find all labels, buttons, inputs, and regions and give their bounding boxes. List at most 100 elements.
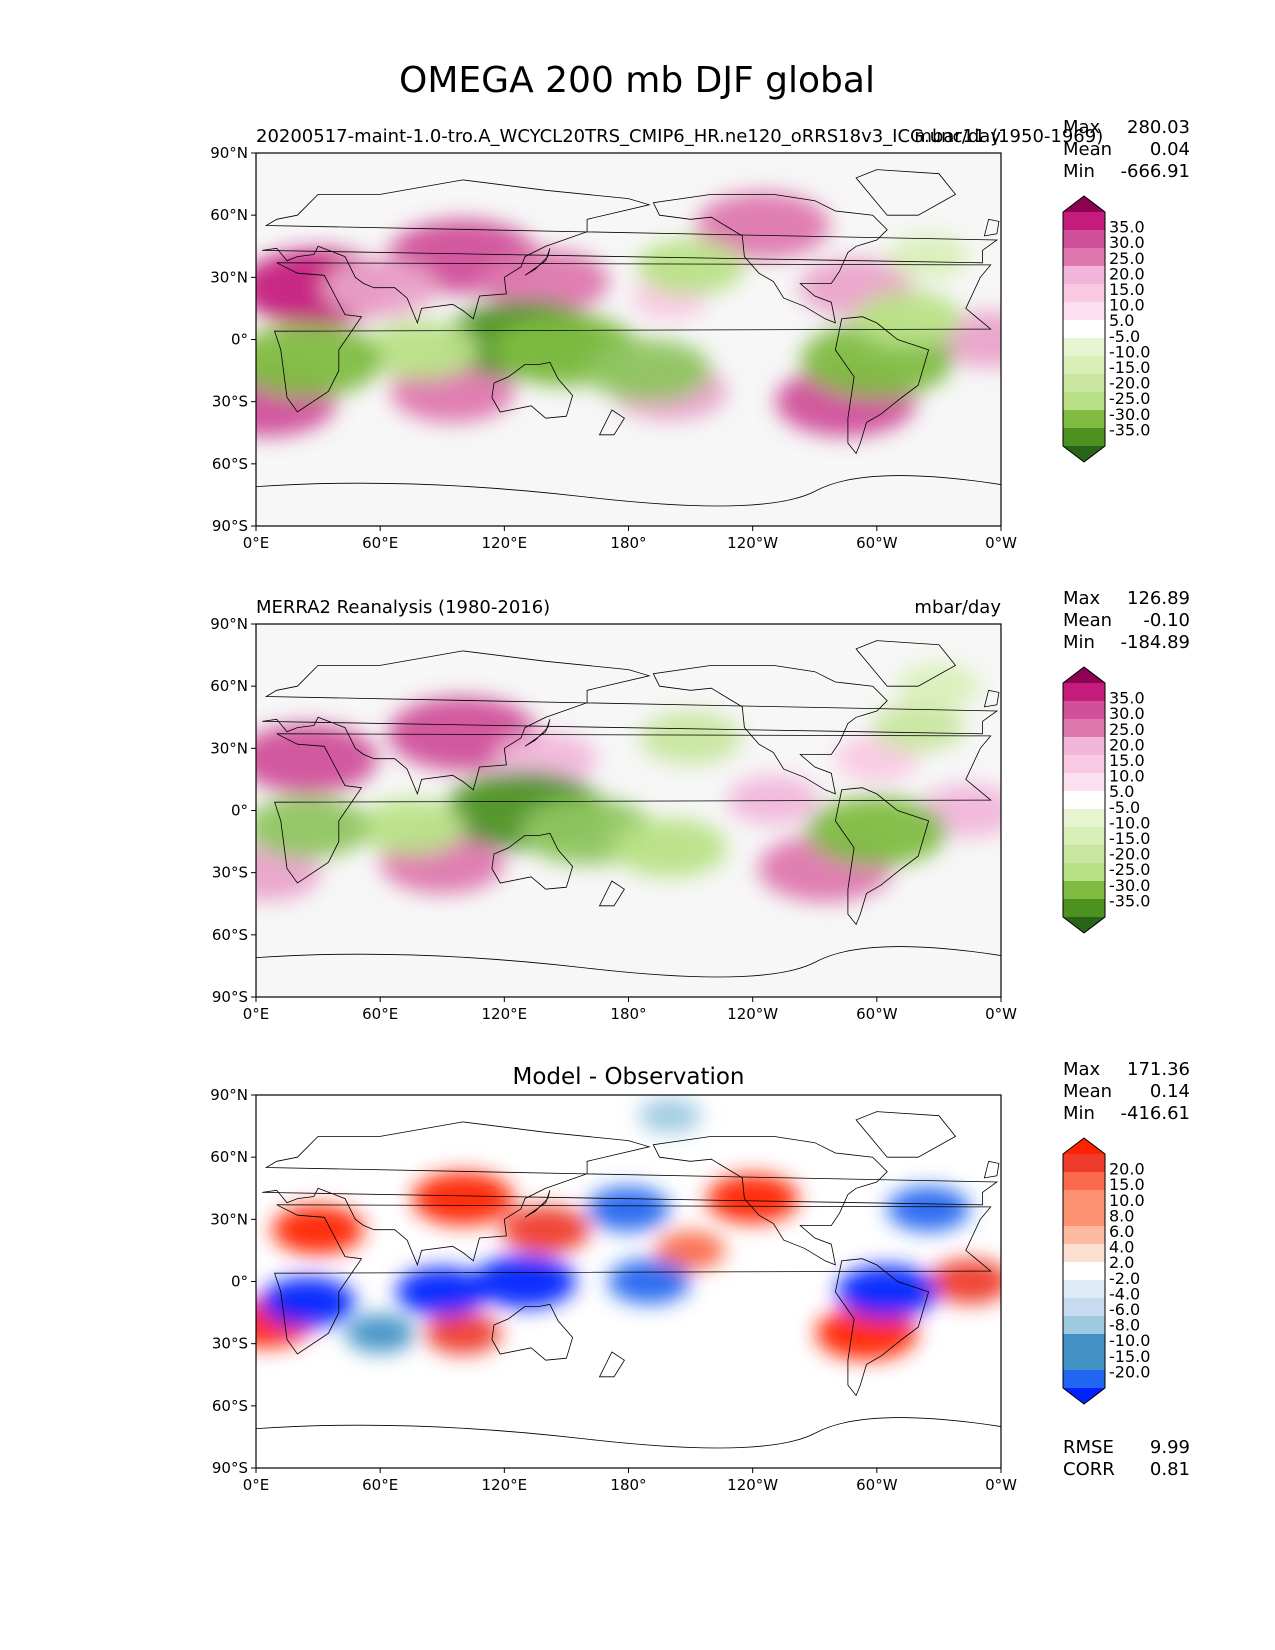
stat-label: Mean [1063,1081,1112,1102]
colorbar-label: 35.0 [1109,689,1145,708]
coastline-8 [524,248,551,276]
coastline-8 [524,719,551,747]
colorbar-segment [1063,701,1105,719]
data-cell-16 [887,1186,970,1232]
coastline-1 [274,1204,992,1355]
y-tick-label: 90°N [210,1086,248,1104]
coastline-9 [983,1160,1000,1179]
colorbar-label: 30.0 [1109,233,1145,252]
stat-label: Min [1063,632,1095,653]
colorbar-segment [1063,1352,1105,1370]
colorbar-extend-top [1063,667,1105,683]
colorbar-label: -10.0 [1109,1331,1150,1350]
colorbar-segment [1063,1370,1105,1388]
data-cell-13 [836,1265,938,1319]
colorbar-label: 5.0 [1109,311,1134,330]
colorbar-segment [1063,809,1105,827]
y-tick-label: 90°S [212,517,248,535]
colorbar-label: -20.0 [1109,845,1150,864]
panel-subtitle-center: Model - Observation [512,1064,744,1090]
colorbar-label: -2.0 [1109,1269,1140,1288]
corr-label: CORR [1063,1459,1115,1480]
x-tick-label: 60°W [856,1476,898,1494]
x-tick-label: 60°E [362,1476,398,1494]
colorbar-label: 8.0 [1109,1206,1134,1225]
colorbar-segment [1063,338,1105,356]
colorbar-label: 5.0 [1109,782,1134,801]
stat-value: 126.89 [1127,588,1190,609]
data-cell-14 [256,795,370,859]
coastline-1 [0,263,246,412]
data-cell-3 [482,249,610,314]
colorbar-segment [1063,1208,1105,1226]
colorbar-segment [1063,248,1105,266]
colorbar-segment [1063,266,1105,284]
data-cell-15 [806,796,947,867]
coastline-4 [0,1136,142,1265]
coastline-1 [274,262,992,413]
rmse-label: RMSE [1063,1437,1114,1458]
data-cell-20 [853,290,962,347]
colorbar-segment [1063,827,1105,845]
colorbar-label: 20.0 [1109,264,1145,283]
stat-value: -666.91 [1121,161,1190,182]
data-cell-2 [412,1172,514,1226]
colorbar-label: -15.0 [1109,829,1150,848]
y-tick-label: 30°S [212,393,248,411]
y-tick-label: 90°S [212,988,248,1006]
colorbar-segment [1063,1226,1105,1244]
stat-label: Max [1063,1059,1101,1080]
data-cell-18 [897,663,981,709]
figure-title: OMEGA 200 mb DJF global [399,60,875,101]
colorbar-segment [1063,1298,1105,1316]
data-cell-13 [357,799,466,856]
data-cell-19 [636,238,745,295]
colorbar-label: 15.0 [1109,751,1145,770]
y-tick-label: 60°S [212,926,248,944]
colorbar-extend-bottom [1063,917,1105,933]
stat-value: 0.14 [1150,1081,1190,1102]
colorbar-segment [1063,845,1105,863]
y-tick-label: 90°S [212,1459,248,1477]
coastline-3 [491,1303,574,1361]
y-tick-label: 0° [231,331,248,349]
colorbar-extend-bottom [1063,1388,1105,1404]
x-tick-label: 0°E [243,1005,270,1023]
colorbar: 35.030.025.020.015.010.05.0-5.0-10.0-15.… [1062,666,1150,934]
panel-subtitle-right: mbar/day [914,126,1001,147]
colorbar-segment [1063,1172,1105,1190]
y-tick-label: 60°S [212,455,248,473]
coastline-2 [0,1122,252,1265]
coastline-9 [983,689,1000,708]
colorbar-segment [1063,428,1105,446]
stat-label: Max [1063,117,1101,138]
data-cell-9 [928,1259,1001,1304]
rmse-value: 9.99 [1150,1437,1190,1458]
x-tick-label: 120°E [482,1476,528,1494]
data-cell-17 [256,323,383,398]
colorbar-segment [1063,1190,1105,1208]
data-cell-17 [872,703,965,753]
colorbar-segment [1063,1154,1105,1172]
data-field [256,191,1001,437]
coastline-3 [491,361,574,419]
coastline-7 [598,1351,625,1378]
coastline-5 [90,788,183,925]
colorbar-segment [1063,683,1105,701]
coastline-5 [90,1259,183,1396]
coastline-8 [524,1190,551,1218]
data-cell-6 [256,844,321,901]
colorbar-label: -6.0 [1109,1300,1140,1319]
y-tick-label: 90°N [210,144,248,162]
colorbar-extend-bottom [1063,446,1105,462]
colorbar-label: 20.0 [1109,735,1145,754]
colorbar-label: -15.0 [1109,358,1150,377]
colorbar-label: -30.0 [1109,405,1150,424]
y-tick-label: 30°N [210,268,248,286]
colorbar-label: 4.0 [1109,1238,1134,1257]
colorbar-segment [1063,1280,1105,1298]
colorbar-segment [1063,719,1105,737]
coastline-2 [0,651,252,794]
colorbar-segment [1063,773,1105,791]
coastline-4 [652,1136,888,1266]
